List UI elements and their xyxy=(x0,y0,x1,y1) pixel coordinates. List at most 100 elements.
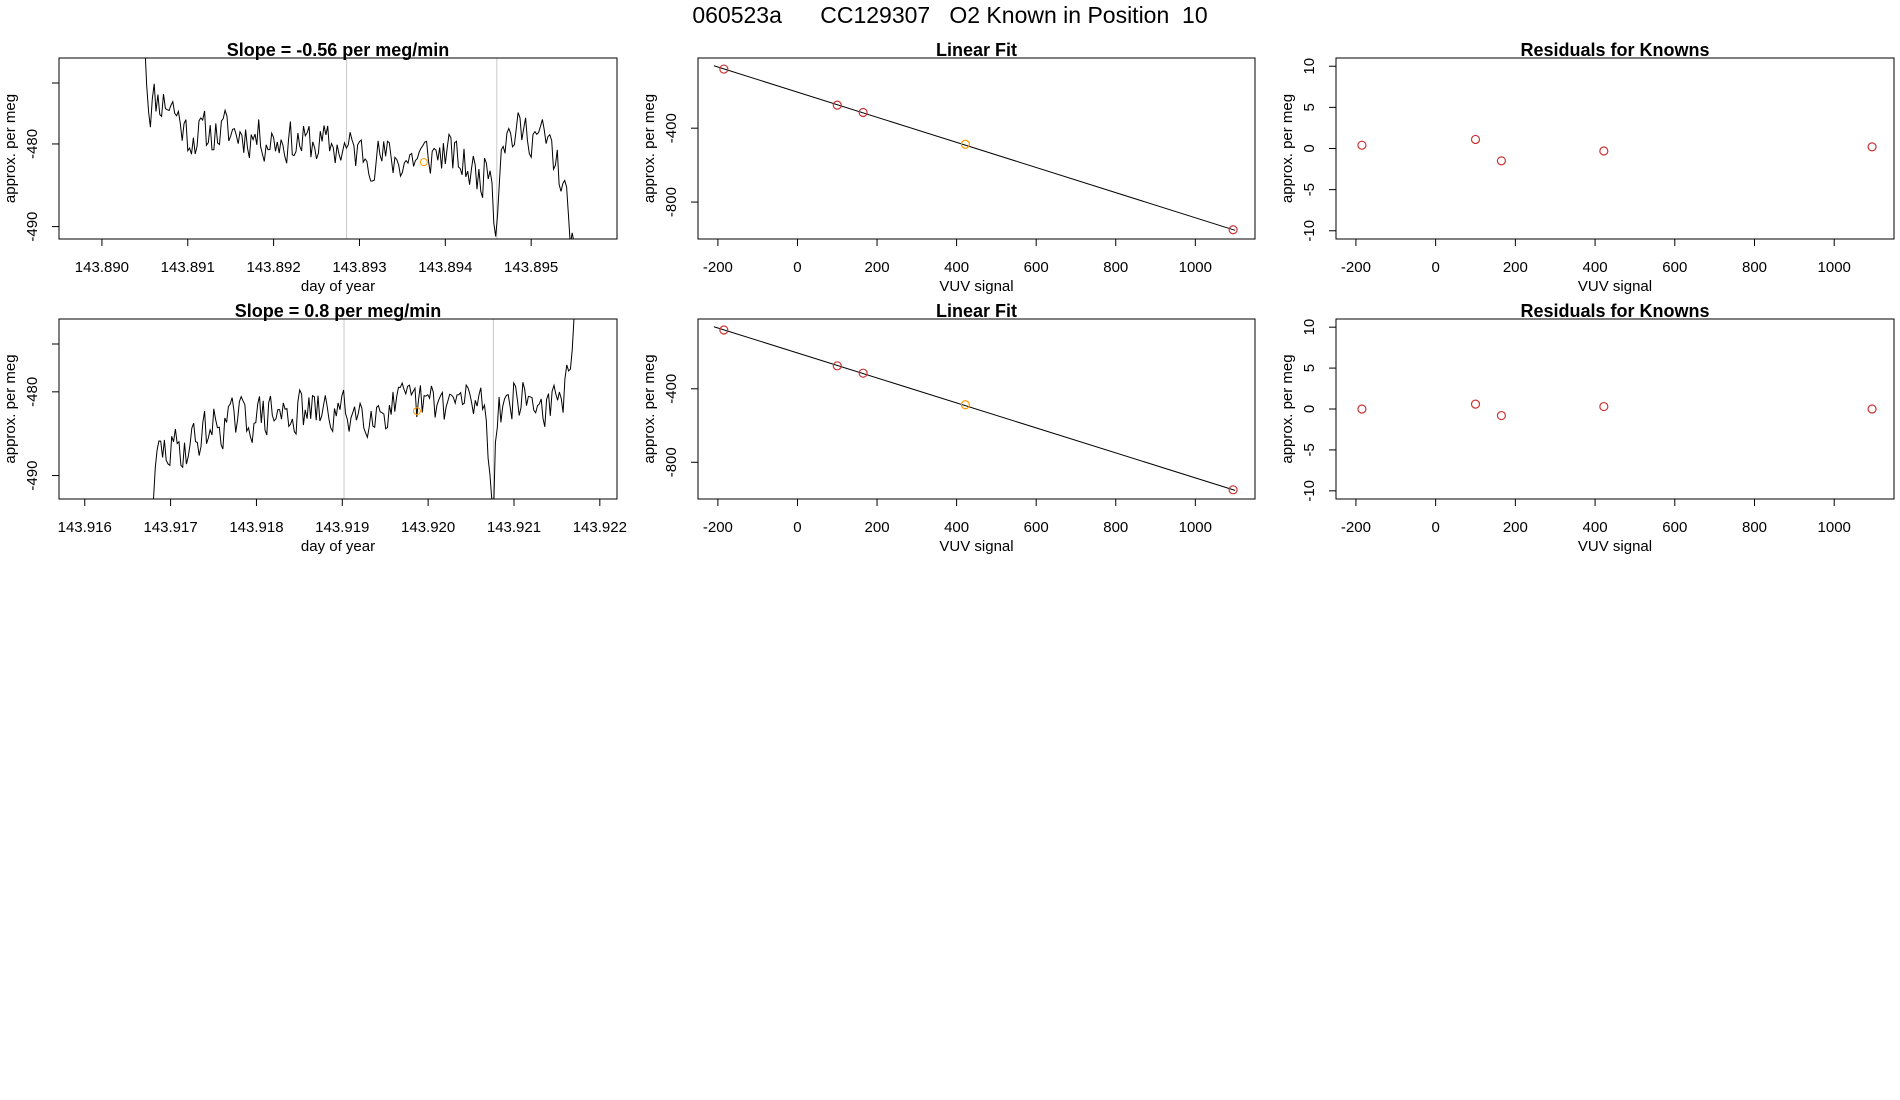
x-tick-label: 143.894 xyxy=(418,259,472,276)
x-axis-label: VUV signal xyxy=(1578,278,1652,295)
x-tick-label: 800 xyxy=(1742,259,1767,276)
data-point xyxy=(1600,147,1608,155)
x-tick-label: 1000 xyxy=(1818,259,1851,276)
chart-panel-5: Linear Fit -200 0 200 400 600 800 1000 -800 -400 V… xyxy=(641,301,1255,555)
y-tick-label: -5 xyxy=(1301,443,1318,456)
x-tick-label: 400 xyxy=(1583,259,1608,276)
y-tick-label: 10 xyxy=(1301,58,1318,75)
x-tick-label: 143.893 xyxy=(332,259,386,276)
x-tick-label: 143.922 xyxy=(573,519,627,536)
x-tick-label: 0 xyxy=(793,519,801,536)
x-tick-label: 143.921 xyxy=(487,519,541,536)
plot-area xyxy=(1358,400,1876,419)
y-axis-label: approx. per meg xyxy=(1279,94,1296,203)
x-tick-label: -200 xyxy=(703,519,733,536)
x-tick-label: 800 xyxy=(1742,519,1767,536)
x-tick-label: 400 xyxy=(1583,519,1608,536)
chart-title: Residuals for Knowns xyxy=(1520,40,1709,60)
y-tick-label: -480 xyxy=(24,377,41,407)
x-axis-label: VUV signal xyxy=(939,278,1013,295)
x-tick-label: 1000 xyxy=(1818,519,1851,536)
y-axis-label: approx. per meg xyxy=(2,354,19,463)
data-series-line xyxy=(153,317,574,512)
y-tick-label: -800 xyxy=(663,187,680,217)
chart-panel-3: Residuals for Knowns-200 0 200 400 600 800 100… xyxy=(1279,40,1894,295)
x-tick-label: 143.891 xyxy=(161,259,215,276)
x-tick-label: 400 xyxy=(944,259,969,276)
known-point-marker xyxy=(420,159,427,166)
plot-area xyxy=(1358,135,1876,164)
chart-panel-4: Slope = 0.8 per meg/min 143.916 143.917 143… xyxy=(2,301,627,555)
x-tick-label: 143.892 xyxy=(246,259,300,276)
x-tick-label: 200 xyxy=(1503,519,1528,536)
y-axis-label: approx. per meg xyxy=(2,94,19,203)
y-tick-label: -400 xyxy=(663,113,680,143)
y-tick-label: 5 xyxy=(1301,103,1318,111)
y-axis-label: approx. per meg xyxy=(1279,354,1296,463)
data-series-line xyxy=(145,45,574,245)
y-tick-label: 0 xyxy=(1301,144,1318,152)
y-tick-label: 10 xyxy=(1301,319,1318,336)
plot-frame xyxy=(1336,58,1894,239)
data-point xyxy=(1358,141,1366,149)
x-tick-label: 143.919 xyxy=(315,519,369,536)
x-tick-label: 0 xyxy=(1431,259,1439,276)
x-tick-label: 143.920 xyxy=(401,519,455,536)
x-tick-label: 600 xyxy=(1662,259,1687,276)
y-tick-label: -490 xyxy=(24,461,41,491)
x-tick-label: -200 xyxy=(703,259,733,276)
y-tick-label: -10 xyxy=(1301,220,1318,242)
y-tick-label: -10 xyxy=(1301,480,1318,502)
chart-title: Slope = 0.8 per meg/min xyxy=(235,301,442,321)
y-tick-label: -400 xyxy=(663,374,680,404)
data-point xyxy=(1472,135,1480,143)
plot-area xyxy=(153,317,574,512)
data-point xyxy=(1472,400,1480,408)
x-tick-label: 400 xyxy=(944,519,969,536)
data-point xyxy=(1497,412,1505,420)
chart-panel-6: Residuals for Knowns-200 0 200 400 600 800 100… xyxy=(1279,301,1894,555)
y-axis-label: approx. per meg xyxy=(641,354,658,463)
data-point xyxy=(1358,405,1366,413)
x-tick-label: 143.918 xyxy=(229,519,283,536)
fit-line xyxy=(714,327,1235,491)
x-tick-label: 800 xyxy=(1103,259,1128,276)
chart-title: Slope = -0.56 per meg/min xyxy=(227,40,450,60)
y-tick-label: 0 xyxy=(1301,405,1318,413)
plot-area xyxy=(145,45,574,245)
x-tick-label: 143.917 xyxy=(143,519,197,536)
y-tick-label: 5 xyxy=(1301,364,1318,372)
y-tick-label: -490 xyxy=(24,212,41,242)
x-axis-label: VUV signal xyxy=(939,538,1013,555)
chart-title: Linear Fit xyxy=(936,40,1017,60)
chart-title: Residuals for Knowns xyxy=(1520,301,1709,321)
chart-panel-1: Slope = -0.56 per meg/min 143.890 143.891 1… xyxy=(2,40,617,295)
x-tick-label: 0 xyxy=(1431,519,1439,536)
x-tick-label: 200 xyxy=(865,519,890,536)
data-point xyxy=(1868,143,1876,151)
fit-line xyxy=(714,66,1235,231)
x-tick-label: 1000 xyxy=(1179,259,1212,276)
x-axis-label: VUV signal xyxy=(1578,538,1652,555)
x-axis-label: day of year xyxy=(301,538,375,555)
plot-area xyxy=(714,65,1237,234)
x-tick-label: 800 xyxy=(1103,519,1128,536)
x-tick-label: 200 xyxy=(1503,259,1528,276)
y-axis-label: approx. per meg xyxy=(641,94,658,203)
x-tick-label: 600 xyxy=(1662,519,1687,536)
plot-frame xyxy=(1336,319,1894,499)
x-tick-label: 0 xyxy=(793,259,801,276)
x-tick-label: 143.916 xyxy=(58,519,112,536)
x-tick-label: -200 xyxy=(1341,519,1371,536)
x-axis-label: day of year xyxy=(301,278,375,295)
figure-canvas: Slope = -0.56 per meg/min 143.890 143.891 1… xyxy=(0,0,1900,1100)
x-tick-label: 143.890 xyxy=(75,259,129,276)
x-tick-label: 600 xyxy=(1024,519,1049,536)
y-tick-label: -480 xyxy=(24,129,41,159)
x-tick-label: -200 xyxy=(1341,259,1371,276)
x-tick-label: 1000 xyxy=(1179,519,1212,536)
plot-area xyxy=(714,326,1237,494)
x-tick-label: 600 xyxy=(1024,259,1049,276)
y-tick-label: -5 xyxy=(1301,183,1318,196)
data-point xyxy=(1497,157,1505,165)
